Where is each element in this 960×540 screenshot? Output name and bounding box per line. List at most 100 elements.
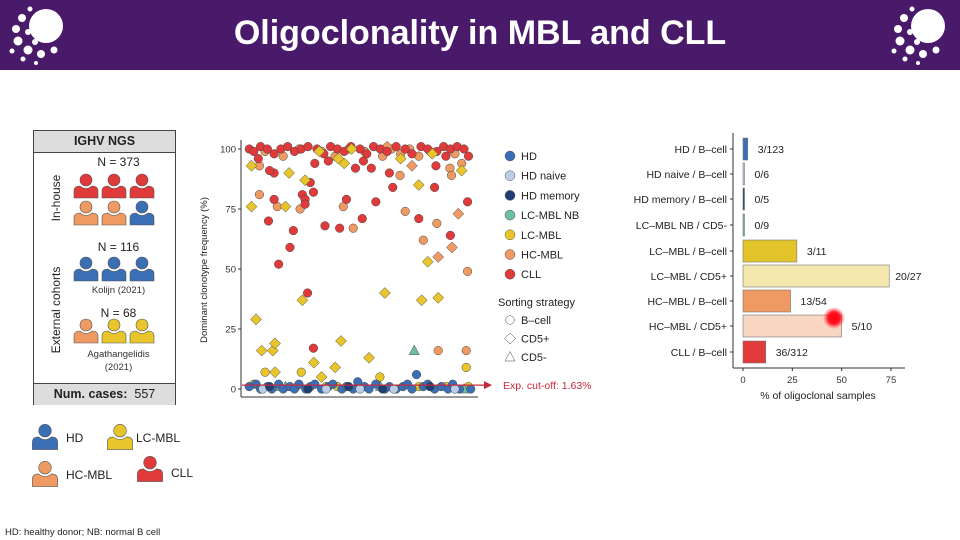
- ighv-ngs-panel: IGHV NGS N = 373 N = 116 Kolijn (2021) N…: [33, 130, 176, 405]
- y-axis-label: Dominant clonotype frequency (%): [199, 197, 210, 343]
- point-lc-mbl: [279, 200, 292, 213]
- point-cll: [323, 156, 333, 166]
- person-head: [143, 456, 157, 470]
- legend-marker-hd: [504, 150, 516, 162]
- person-body: [73, 330, 99, 344]
- bar-label: 3/123: [758, 144, 784, 156]
- point-lc-mbl: [308, 356, 320, 369]
- person-icon-lc-mbl: [129, 318, 155, 344]
- footnote: HD: healthy donor; NB: normal B cell: [5, 527, 161, 538]
- point-hd: [411, 370, 422, 380]
- y-tick-label: 50: [225, 265, 236, 276]
- legend-marker-hd-naive: [504, 170, 516, 181]
- laser-pointer: [823, 307, 845, 329]
- panel-title: IGHV NGS: [34, 131, 175, 153]
- point-hd-memory: [425, 382, 435, 392]
- person-body: [32, 436, 58, 450]
- point-hd-naive: [355, 384, 365, 394]
- person-icon-hd: [101, 256, 127, 282]
- num-cases-value: 557: [134, 387, 156, 401]
- point-hd: [310, 379, 320, 389]
- point-hc-mbl: [463, 266, 473, 276]
- point-cll: [371, 197, 381, 207]
- person-icon-hc-mbl: [101, 200, 127, 226]
- legend-person-icon-lc-mbl: [107, 424, 133, 450]
- point-cll: [407, 149, 417, 159]
- bar: [742, 340, 766, 364]
- point-hc-mbl: [254, 190, 264, 200]
- logo-right: [891, 6, 945, 65]
- person-body: [129, 268, 155, 282]
- person-body: [32, 473, 58, 487]
- legend-shape-label: CD5+: [521, 334, 549, 346]
- y-tick-label: 75: [225, 205, 236, 216]
- point-lc-mbl: [412, 179, 425, 191]
- point-hd: [294, 379, 304, 389]
- legend-marker-lc-mbl-nb: [504, 209, 516, 221]
- point-hc-mbl: [406, 159, 418, 172]
- num-cases: Num. cases: 557: [34, 383, 175, 405]
- point-lc-mbl: [250, 313, 262, 326]
- person-head: [107, 318, 121, 332]
- icon-legend-hd: HD: [66, 431, 84, 445]
- point-lc-mbl: [260, 367, 270, 377]
- legend-label: HD: [521, 151, 537, 163]
- bar-label: 5/10: [852, 321, 873, 333]
- point-lc-mbl: [245, 159, 258, 172]
- point-lc-mbl: [461, 362, 471, 372]
- person-icon-cll: [129, 173, 155, 199]
- agath-n: N = 68: [100, 306, 137, 320]
- legend-shape-diamond: [504, 332, 516, 345]
- legend-shape-circle: [505, 315, 515, 325]
- y-tick-label: 25: [225, 325, 236, 336]
- point-hc-mbl: [400, 206, 410, 216]
- point-lc-mbl: [299, 174, 311, 187]
- legend-label: LC-MBL NB: [521, 210, 579, 222]
- agath-label: Agathangelidis: [87, 349, 150, 360]
- point-lc-mbl: [315, 371, 328, 383]
- legend-shape-title: Sorting strategy: [498, 297, 576, 309]
- x-tick-label: 0: [740, 375, 745, 386]
- header-bar: Oligoclonality in MBL and CLL: [0, 0, 960, 70]
- point-cll: [249, 146, 259, 156]
- point-lc-mbl: [313, 145, 326, 158]
- point-cll: [414, 214, 424, 224]
- category-label: LC–MBL / B–cell: [649, 246, 727, 258]
- inhouse-n: N = 373: [97, 155, 140, 169]
- bar: [742, 239, 798, 263]
- person-head: [107, 173, 121, 187]
- legend-label: LC-MBL: [521, 230, 561, 242]
- point-cll: [350, 163, 361, 173]
- bar: [742, 137, 749, 161]
- person-icon-cll: [101, 173, 127, 199]
- point-hc-mbl: [395, 170, 405, 180]
- bar: [742, 213, 745, 237]
- point-lc-mbl: [269, 366, 281, 379]
- person-body: [101, 330, 127, 344]
- bar: [742, 289, 791, 313]
- point-cll: [463, 197, 473, 207]
- point-hd: [371, 379, 381, 389]
- point-cll: [431, 161, 441, 171]
- point-hd: [407, 384, 417, 394]
- kolijn-n: N = 116: [97, 240, 140, 254]
- person-body: [107, 436, 133, 450]
- slide-title: Oligoclonality in MBL and CLL: [233, 14, 727, 52]
- point-cll: [283, 142, 293, 152]
- point-cll: [269, 194, 279, 204]
- point-cll: [388, 182, 398, 192]
- person-body: [137, 468, 163, 482]
- num-cases-label: Num. cases:: [53, 387, 128, 401]
- person-head: [79, 173, 93, 187]
- bar-label: 3/11: [807, 246, 827, 258]
- bar-chart: HD / B–cell 3/123 HD naive / B–cell 0/6 HD m…: [634, 133, 922, 402]
- point-lc-mbl: [455, 164, 468, 177]
- point-cll: [362, 149, 372, 159]
- person-body: [129, 185, 155, 199]
- point-hc-mbl: [433, 346, 443, 356]
- point-lc-mbl: [394, 152, 407, 165]
- agath-year: (2021): [104, 362, 133, 373]
- point-cll: [262, 144, 272, 154]
- point-cll: [400, 144, 410, 154]
- point-lc-mbl: [421, 255, 434, 268]
